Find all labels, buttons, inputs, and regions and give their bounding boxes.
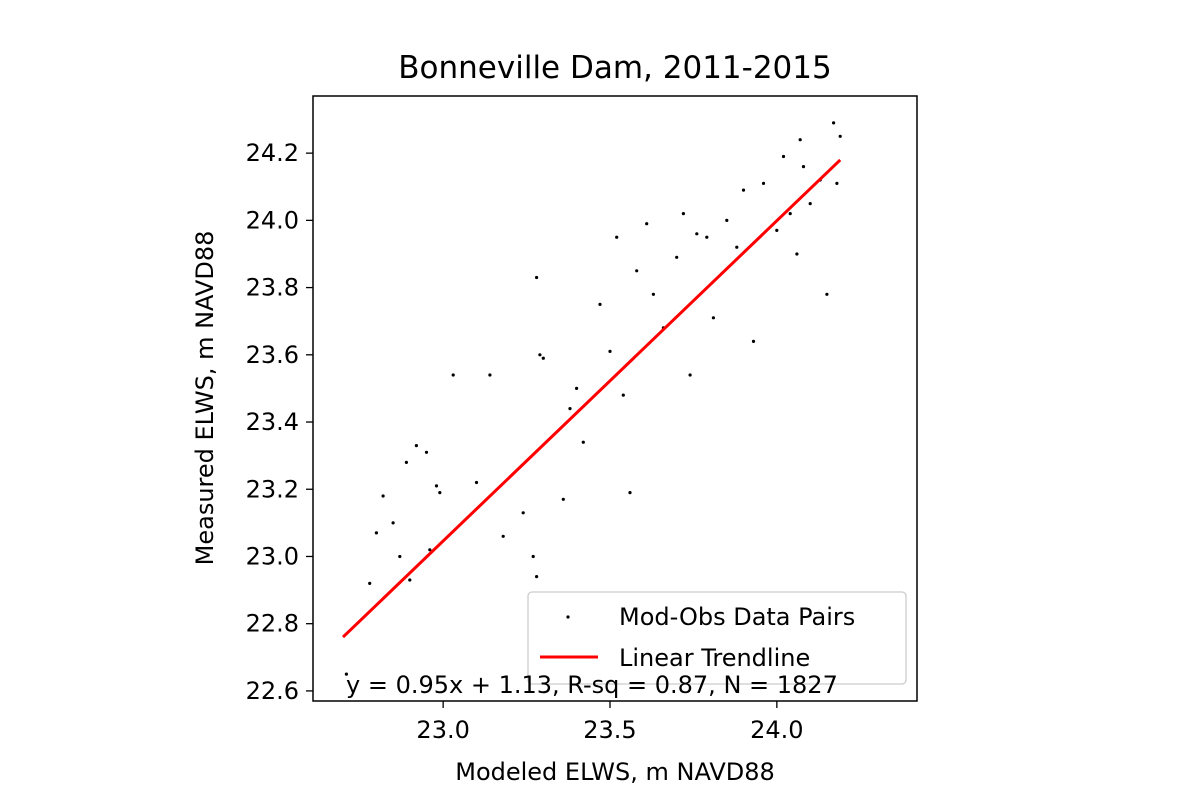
scatter-point xyxy=(575,386,579,390)
scatter-point xyxy=(835,181,839,185)
scatter-point xyxy=(621,393,625,397)
scatter-point xyxy=(735,245,739,249)
legend: Mod-Obs Data Pairs Linear Trendline xyxy=(527,591,907,685)
scatter-point xyxy=(781,154,786,159)
y-axis-ticks: 22.6 22.8 23.0 23.2 23.4 23.6 23.8 24.0 24.2 xyxy=(246,139,313,705)
plot-frame xyxy=(312,95,918,702)
scatter-point xyxy=(408,578,412,582)
legend-box xyxy=(527,591,907,685)
scatter-point xyxy=(538,353,542,357)
scatter-point xyxy=(688,373,692,377)
scatter-point xyxy=(645,222,649,226)
scatter-point xyxy=(434,484,439,488)
scatter-point xyxy=(838,134,842,138)
scatter-point xyxy=(775,228,779,232)
y-tick-label: 22.8 xyxy=(246,610,299,638)
y-tick-label: 23.0 xyxy=(246,542,299,570)
y-tick-label: 23.8 xyxy=(246,274,299,302)
scatter-point xyxy=(488,373,492,377)
scatter-point xyxy=(675,255,679,259)
y-tick-label: 23.2 xyxy=(246,475,299,503)
scatter-point xyxy=(681,212,686,216)
scatter-point xyxy=(501,534,505,538)
scatter-point xyxy=(581,440,585,444)
regression-annotation: y = 0.95x + 1.13, R-sq = 0.87, N = 1827 xyxy=(346,671,838,699)
scatter-point xyxy=(751,339,756,343)
scatter-point xyxy=(424,450,429,454)
scatter-point xyxy=(368,581,372,586)
y-tick-label: 24.2 xyxy=(246,139,299,167)
scatter-point xyxy=(398,554,402,559)
scatter-point xyxy=(568,407,572,411)
scatter-point xyxy=(535,275,539,280)
y-tick-label: 24.0 xyxy=(246,206,299,234)
chart-title: Bonneville Dam, 2011-2015 xyxy=(398,50,831,86)
scatter-point xyxy=(374,531,378,535)
legend-label-trendline: Linear Trendline xyxy=(619,644,810,672)
scatter-point xyxy=(711,316,716,320)
scatter-point xyxy=(521,511,525,515)
scatter-point xyxy=(795,252,799,256)
scatter-point xyxy=(541,356,545,360)
scatter-point xyxy=(628,491,632,495)
scatter-point xyxy=(705,235,709,239)
x-axis-ticks: 23.0 23.5 24.0 xyxy=(416,701,804,744)
scatter-point xyxy=(598,302,602,306)
y-tick-label: 23.6 xyxy=(246,341,299,369)
y-tick-label: 22.6 xyxy=(246,677,299,705)
scatter-point xyxy=(832,121,836,125)
legend-label-points: Mod-Obs Data Pairs xyxy=(619,603,855,631)
scatter-point xyxy=(428,548,432,552)
trendline-layer xyxy=(341,158,842,639)
legend-marker-points xyxy=(566,615,570,619)
scatter-point xyxy=(535,575,539,579)
scatter-point xyxy=(381,494,385,498)
scatter-point xyxy=(695,232,699,236)
trendline xyxy=(341,158,842,639)
scatter-point xyxy=(725,218,729,222)
y-axis-label: Measured ELWS, m NAVD88 xyxy=(191,231,219,566)
scatter-point xyxy=(808,202,812,206)
scatter-point xyxy=(608,349,612,353)
scatter-points xyxy=(344,121,842,676)
scatter-point xyxy=(825,292,829,296)
scatter-point xyxy=(615,235,619,239)
scatter-point xyxy=(801,165,806,169)
scatter-point xyxy=(414,444,418,448)
scatter-point xyxy=(741,188,746,192)
x-tick-label: 23.0 xyxy=(416,716,469,744)
scatter-point xyxy=(761,181,766,185)
scatter-point xyxy=(798,138,802,142)
scatter-point xyxy=(474,480,479,485)
scatter-point xyxy=(438,491,442,495)
x-tick-label: 23.5 xyxy=(583,716,636,744)
y-tick-label: 23.4 xyxy=(246,408,299,436)
x-tick-label: 24.0 xyxy=(750,716,803,744)
scatter-point xyxy=(391,521,395,525)
scatter-point xyxy=(635,269,639,273)
scatter-point xyxy=(531,554,535,559)
scatter-point xyxy=(404,460,408,464)
scatter-point xyxy=(651,292,656,296)
x-axis-label: Modeled ELWS, m NAVD88 xyxy=(455,758,775,786)
scatter-point xyxy=(451,373,455,377)
scatter-point xyxy=(344,672,348,676)
scatter-point xyxy=(561,497,565,501)
scatter-point xyxy=(788,212,792,216)
